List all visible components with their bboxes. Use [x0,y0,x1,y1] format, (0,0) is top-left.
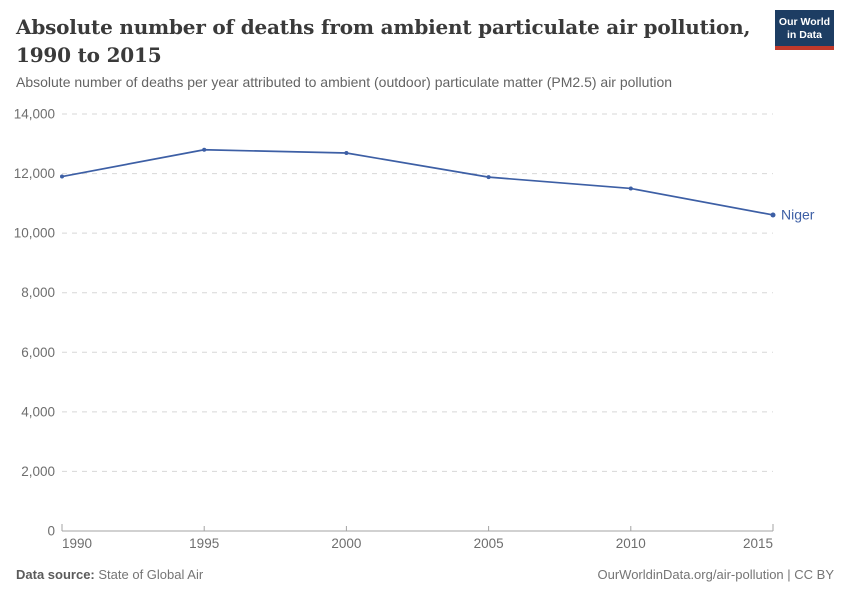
data-point [628,186,633,191]
data-point [60,174,64,179]
data-source: Data source: State of Global Air [16,567,203,582]
x-tick-label: 1990 [62,536,92,551]
y-tick-label: 6,000 [21,345,55,360]
x-tick-label: 1995 [189,536,219,551]
chart-title-line2: 1990 to 2015 [16,43,162,67]
chart-footer: Data source: State of Global Air OurWorl… [16,567,834,582]
y-tick-label: 12,000 [14,166,55,181]
data-line-niger [61,148,774,216]
attribution: OurWorldinData.org/air-pollution | CC BY [597,567,834,582]
logo-red-bar [775,46,834,50]
y-tick-label: 8,000 [21,285,55,300]
data-point [770,212,776,218]
chart-title-line1: Absolute number of deaths from ambient p… [16,15,751,39]
data-point [202,147,207,152]
data-source-label: Data source: [16,567,95,582]
logo-text-line2: in Data [786,29,822,41]
y-tick-label: 14,000 [14,107,55,122]
x-tick-label: 2000 [331,536,361,551]
y-tick-label: 10,000 [14,226,55,241]
series-end-label: Niger [781,206,815,222]
y-tick-label: 0 [47,524,55,539]
chart-title: Absolute number of deaths from ambient p… [16,13,750,69]
data-point [486,175,491,180]
x-tick-label: 2010 [616,536,646,551]
x-tick-label: 2005 [474,536,504,551]
data-point [344,151,349,156]
owid-logo: Our World in Data [775,10,834,50]
logo-text-line1: Our World [778,16,831,28]
chart-subtitle: Absolute number of deaths per year attri… [16,74,673,90]
y-tick-label: 4,000 [21,404,55,419]
y-tick-label: 2,000 [21,464,55,479]
data-source-value: State of Global Air [98,567,204,582]
line-chart: 0 2,000 4,000 6,000 8,000 10,000 12,000 14,000 1… [14,107,815,552]
x-tick-label: 2015 [743,536,773,551]
